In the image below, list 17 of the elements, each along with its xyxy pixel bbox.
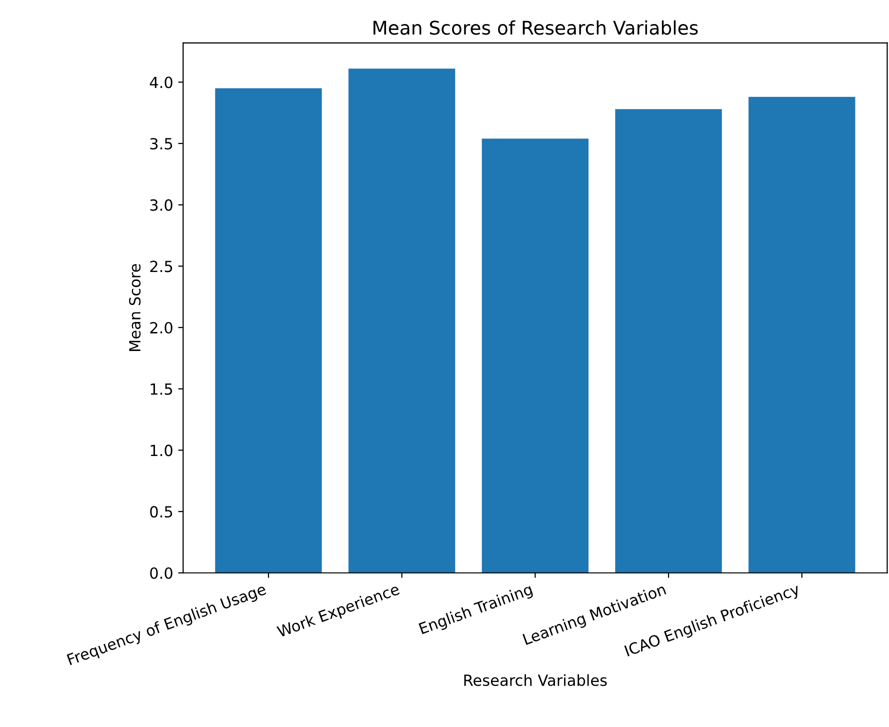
y-tick-label: 4.0: [150, 76, 172, 88]
bar: [482, 138, 589, 573]
y-tick-label: 3.0: [150, 199, 172, 211]
y-tick-label: 2.0: [150, 322, 172, 334]
bar: [615, 109, 722, 573]
bar: [348, 68, 456, 573]
chart-title: Mean Scores of Research Variables: [374, 20, 698, 35]
y-tick-label: 0.0: [150, 567, 172, 579]
y-tick-label: 1.0: [150, 444, 172, 456]
bar: [748, 96, 856, 573]
y-axis-title: Mean Score: [129, 264, 141, 352]
x-axis-title: Research Variables: [464, 674, 607, 686]
y-tick-label: 3.5: [150, 138, 172, 150]
y-tick-label: 1.5: [150, 384, 172, 395]
y-tick-label: 2.5: [150, 260, 172, 272]
bar: [215, 88, 322, 573]
y-tick-label: 0.5: [150, 506, 172, 518]
